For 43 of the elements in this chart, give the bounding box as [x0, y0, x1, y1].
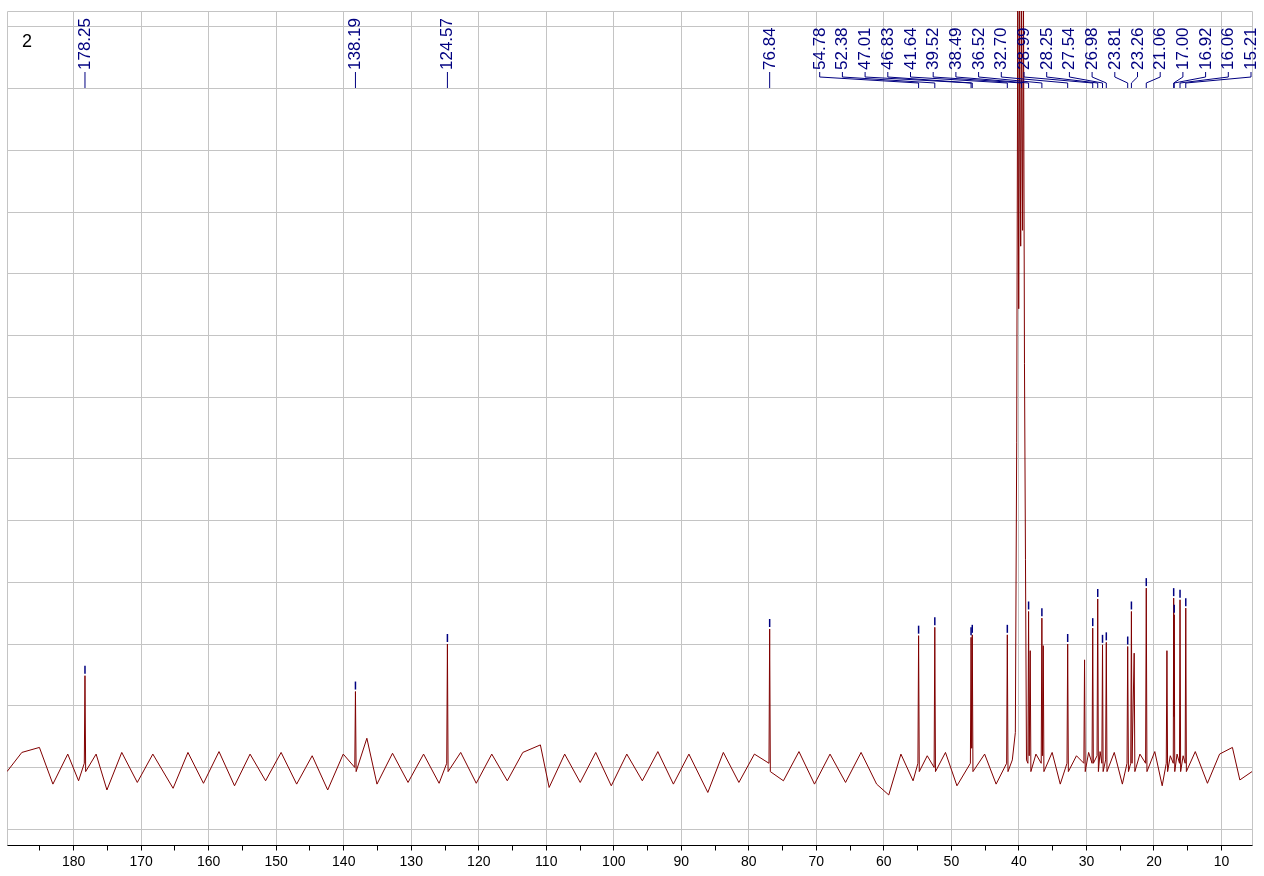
- x-tick-label: 10: [1213, 852, 1230, 869]
- annotation: 28.99: [1014, 27, 1033, 70]
- annotation: 15.21: [1241, 27, 1260, 70]
- annotation: 46.83: [877, 27, 897, 70]
- annotation: 124.57: [437, 18, 457, 70]
- annotation: 54.78: [809, 27, 829, 70]
- x-tick-label: 30: [1078, 852, 1095, 869]
- annotation: 38.49: [945, 27, 965, 70]
- x-tick-label: 80: [741, 852, 757, 869]
- x-tick-label: 120: [467, 852, 491, 869]
- annotation: 16.06: [1218, 27, 1238, 70]
- annotation: 178.25: [74, 18, 94, 70]
- annotation: 76.84: [759, 27, 779, 70]
- annotation: 17.00: [1172, 27, 1192, 70]
- x-tick-label: 130: [399, 852, 424, 869]
- x-tick-label: 20: [1146, 852, 1162, 869]
- annotation: 36.52: [968, 27, 988, 70]
- x-tick-label: 100: [602, 852, 626, 869]
- x-tick-label: 110: [535, 852, 558, 869]
- annotation: 28.25: [1036, 27, 1056, 70]
- x-tick-label: 170: [129, 852, 154, 869]
- annotation: 23.26: [1127, 27, 1147, 70]
- text: 2: [22, 31, 33, 51]
- annotation: 23.81: [1104, 27, 1124, 70]
- x-tick-label: 70: [808, 852, 825, 869]
- x-tick-label: 160: [197, 852, 221, 869]
- annotation: 138.19: [345, 18, 365, 70]
- x-tick-label: 90: [673, 852, 690, 869]
- annotation: 32.70: [991, 27, 1011, 70]
- annotation: 21.06: [1150, 27, 1170, 70]
- x-tick-label: 40: [1011, 852, 1027, 869]
- annotation: 41.64: [900, 27, 920, 70]
- annotation: 27.54: [1059, 27, 1079, 70]
- x-tick-label: 150: [264, 852, 289, 869]
- x-tick-label: 50: [943, 852, 960, 869]
- annotation: 52.38: [832, 27, 852, 70]
- annotation: 47.01: [855, 27, 875, 70]
- annotation: 26.98: [1082, 27, 1102, 70]
- x-tick-label: 60: [876, 852, 892, 869]
- x-tick-label: 180: [61, 852, 86, 869]
- annotation: 16.92: [1195, 27, 1215, 70]
- x-tick-label: 140: [332, 852, 356, 869]
- annotation: 39.52: [923, 27, 943, 70]
